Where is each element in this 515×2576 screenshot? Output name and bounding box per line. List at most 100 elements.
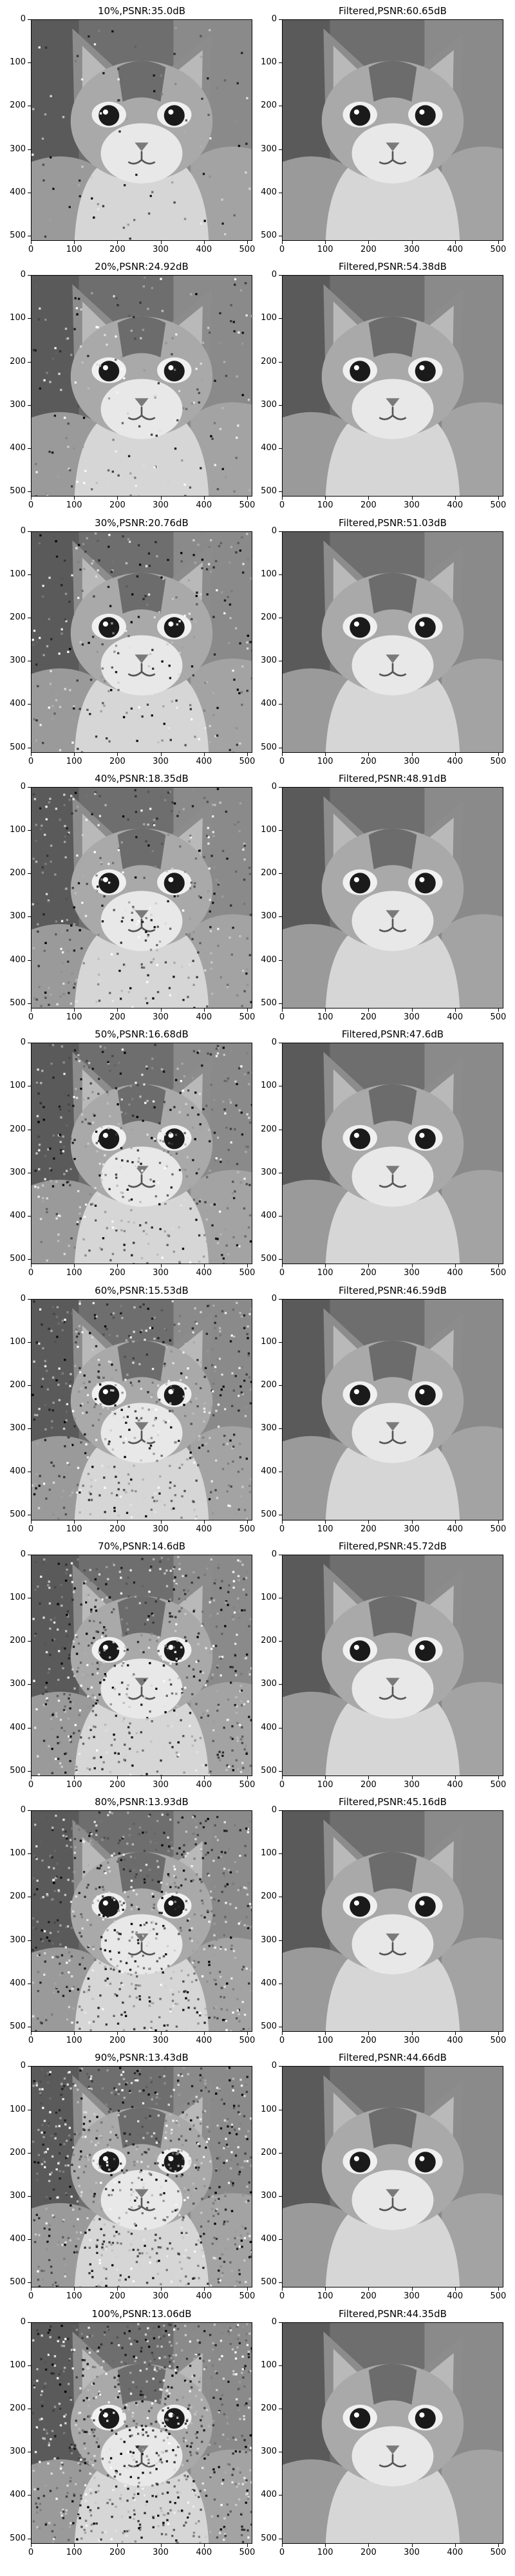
y-tick-label: 0 xyxy=(271,1037,277,1048)
y-tick-label: 100 xyxy=(261,2360,277,2370)
x-tick-label: 500 xyxy=(490,1779,507,1790)
x-tick-mark xyxy=(325,2543,326,2547)
x-tick-label: 400 xyxy=(447,1268,464,1278)
x-tick-mark xyxy=(411,1008,413,1012)
x-tick-mark xyxy=(247,752,248,756)
cat-photo xyxy=(32,276,252,497)
x-tick-mark xyxy=(325,497,326,500)
y-tick-mark xyxy=(279,1259,282,1260)
y-tick-mark xyxy=(28,2365,31,2366)
y-tick-label: 400 xyxy=(261,1466,277,1477)
noisy-title: 60%,PSNR:15.53dB xyxy=(95,1284,189,1296)
cat-photo xyxy=(283,1555,503,1776)
y-tick-label: 500 xyxy=(10,2533,26,2543)
x-tick-mark xyxy=(368,1008,370,1012)
filtered-title: Filtered,PSNR:46.59dB xyxy=(339,1284,447,1296)
x-tick-mark xyxy=(74,2287,75,2291)
y-tick-label: 400 xyxy=(261,954,277,965)
x-tick-label: 400 xyxy=(447,500,464,511)
y-tick-label: 100 xyxy=(10,1336,26,1347)
x-tick-mark xyxy=(368,1520,370,1524)
filtered-panel: Filtered,PSNR:47.6dB 0 100 200 300 400 500 0 10… xyxy=(261,1028,506,1278)
x-tick-label: 400 xyxy=(196,756,212,766)
y-tick-label: 100 xyxy=(10,2360,26,2370)
y-tick-label: 100 xyxy=(10,569,26,579)
x-tick-label: 300 xyxy=(404,500,420,511)
x-tick-label: 400 xyxy=(447,1779,464,1790)
y-tick-label: 400 xyxy=(261,1722,277,1732)
x-tick-mark xyxy=(247,241,248,244)
noisy-title: 80%,PSNR:13.93dB xyxy=(95,1796,189,1808)
x-tick-mark xyxy=(74,241,75,244)
x-tick-label: 300 xyxy=(404,2291,420,2302)
y-tick-mark xyxy=(28,1341,31,1343)
y-tick-mark xyxy=(28,318,31,319)
y-tick-mark xyxy=(28,1215,31,1217)
x-tick-mark xyxy=(368,2287,370,2291)
y-tick-label: 0 xyxy=(20,1549,26,1559)
y-tick-mark xyxy=(279,873,282,875)
cat-photo xyxy=(32,787,252,1008)
x-tick-mark xyxy=(117,2543,118,2547)
y-tick-label: 200 xyxy=(261,1891,277,1902)
y-tick-mark xyxy=(28,531,31,532)
filtered-panel: Filtered,PSNR:44.66dB 0 100 200 300 400 500 0 1… xyxy=(261,2052,506,2301)
y-tick-label: 0 xyxy=(271,14,277,24)
x-tick-label: 400 xyxy=(196,500,212,511)
x-tick-mark xyxy=(203,2543,205,2547)
noisy-panel: 40%,PSNR:18.35dB 0 100 200 300 400 500 0 100 200… xyxy=(10,773,255,1022)
x-tick-label: 200 xyxy=(109,1012,126,1022)
y-tick-label: 500 xyxy=(10,742,26,752)
image-frame xyxy=(282,1554,503,1776)
x-tick-mark xyxy=(282,1520,283,1524)
filtered-panel: Filtered,PSNR:54.38dB 0 100 200 300 400 500 0 1… xyxy=(261,261,506,510)
x-tick-label: 500 xyxy=(490,1012,507,1022)
y-tick-label: 200 xyxy=(10,1124,26,1134)
x-tick-mark xyxy=(454,2032,456,2036)
x-tick-mark xyxy=(247,497,248,500)
x-tick-mark xyxy=(498,1776,499,1779)
x-tick-mark xyxy=(498,752,499,756)
y-tick-mark xyxy=(28,62,31,64)
y-tick-label: 200 xyxy=(10,1891,26,1902)
y-tick-label: 300 xyxy=(261,144,277,154)
cat-photo xyxy=(32,20,252,240)
x-tick-mark xyxy=(74,1008,75,1012)
x-tick-mark xyxy=(203,1008,205,1012)
x-tick-label: 400 xyxy=(196,1268,212,1278)
x-tick-mark xyxy=(282,1776,283,1779)
y-tick-mark xyxy=(279,1641,282,1642)
y-tick-mark xyxy=(28,404,31,406)
image-frame xyxy=(282,786,503,1009)
y-tick-label: 0 xyxy=(271,1293,277,1303)
x-tick-label: 500 xyxy=(490,2291,507,2302)
x-tick-label: 400 xyxy=(196,1779,212,1790)
x-tick-label: 400 xyxy=(447,1012,464,1022)
x-tick-mark xyxy=(247,1264,248,1268)
x-tick-mark xyxy=(325,1520,326,1524)
x-tick-mark xyxy=(368,2543,370,2547)
x-tick-mark xyxy=(203,1520,205,1524)
y-tick-label: 300 xyxy=(261,1167,277,1177)
x-tick-label: 200 xyxy=(109,2547,126,2557)
x-tick-label: 300 xyxy=(404,2036,420,2046)
x-tick-label: 500 xyxy=(239,756,256,766)
y-tick-mark xyxy=(279,704,282,705)
noisy-panel: 100%,PSNR:13.06dB 0 100 200 300 400 500 0 100 20… xyxy=(10,2308,255,2557)
x-tick-mark xyxy=(454,2287,456,2291)
x-tick-label: 100 xyxy=(66,1524,82,1534)
x-tick-mark xyxy=(325,1008,326,1012)
y-tick-label: 300 xyxy=(10,144,26,154)
x-tick-mark xyxy=(74,1520,75,1524)
noisy-title: 20%,PSNR:24.92dB xyxy=(95,261,189,273)
x-tick-label: 100 xyxy=(66,500,82,511)
y-tick-label: 200 xyxy=(261,868,277,878)
x-tick-mark xyxy=(117,1520,118,1524)
x-tick-label: 500 xyxy=(490,1524,507,1534)
x-tick-mark xyxy=(203,497,205,500)
x-tick-label: 400 xyxy=(196,1524,212,1534)
y-tick-mark xyxy=(28,2322,31,2323)
x-tick-mark xyxy=(325,2287,326,2291)
noisy-panel: 90%,PSNR:13.43dB 0 100 200 300 400 500 0 100 200… xyxy=(10,2052,255,2301)
x-tick-mark xyxy=(74,2032,75,2036)
